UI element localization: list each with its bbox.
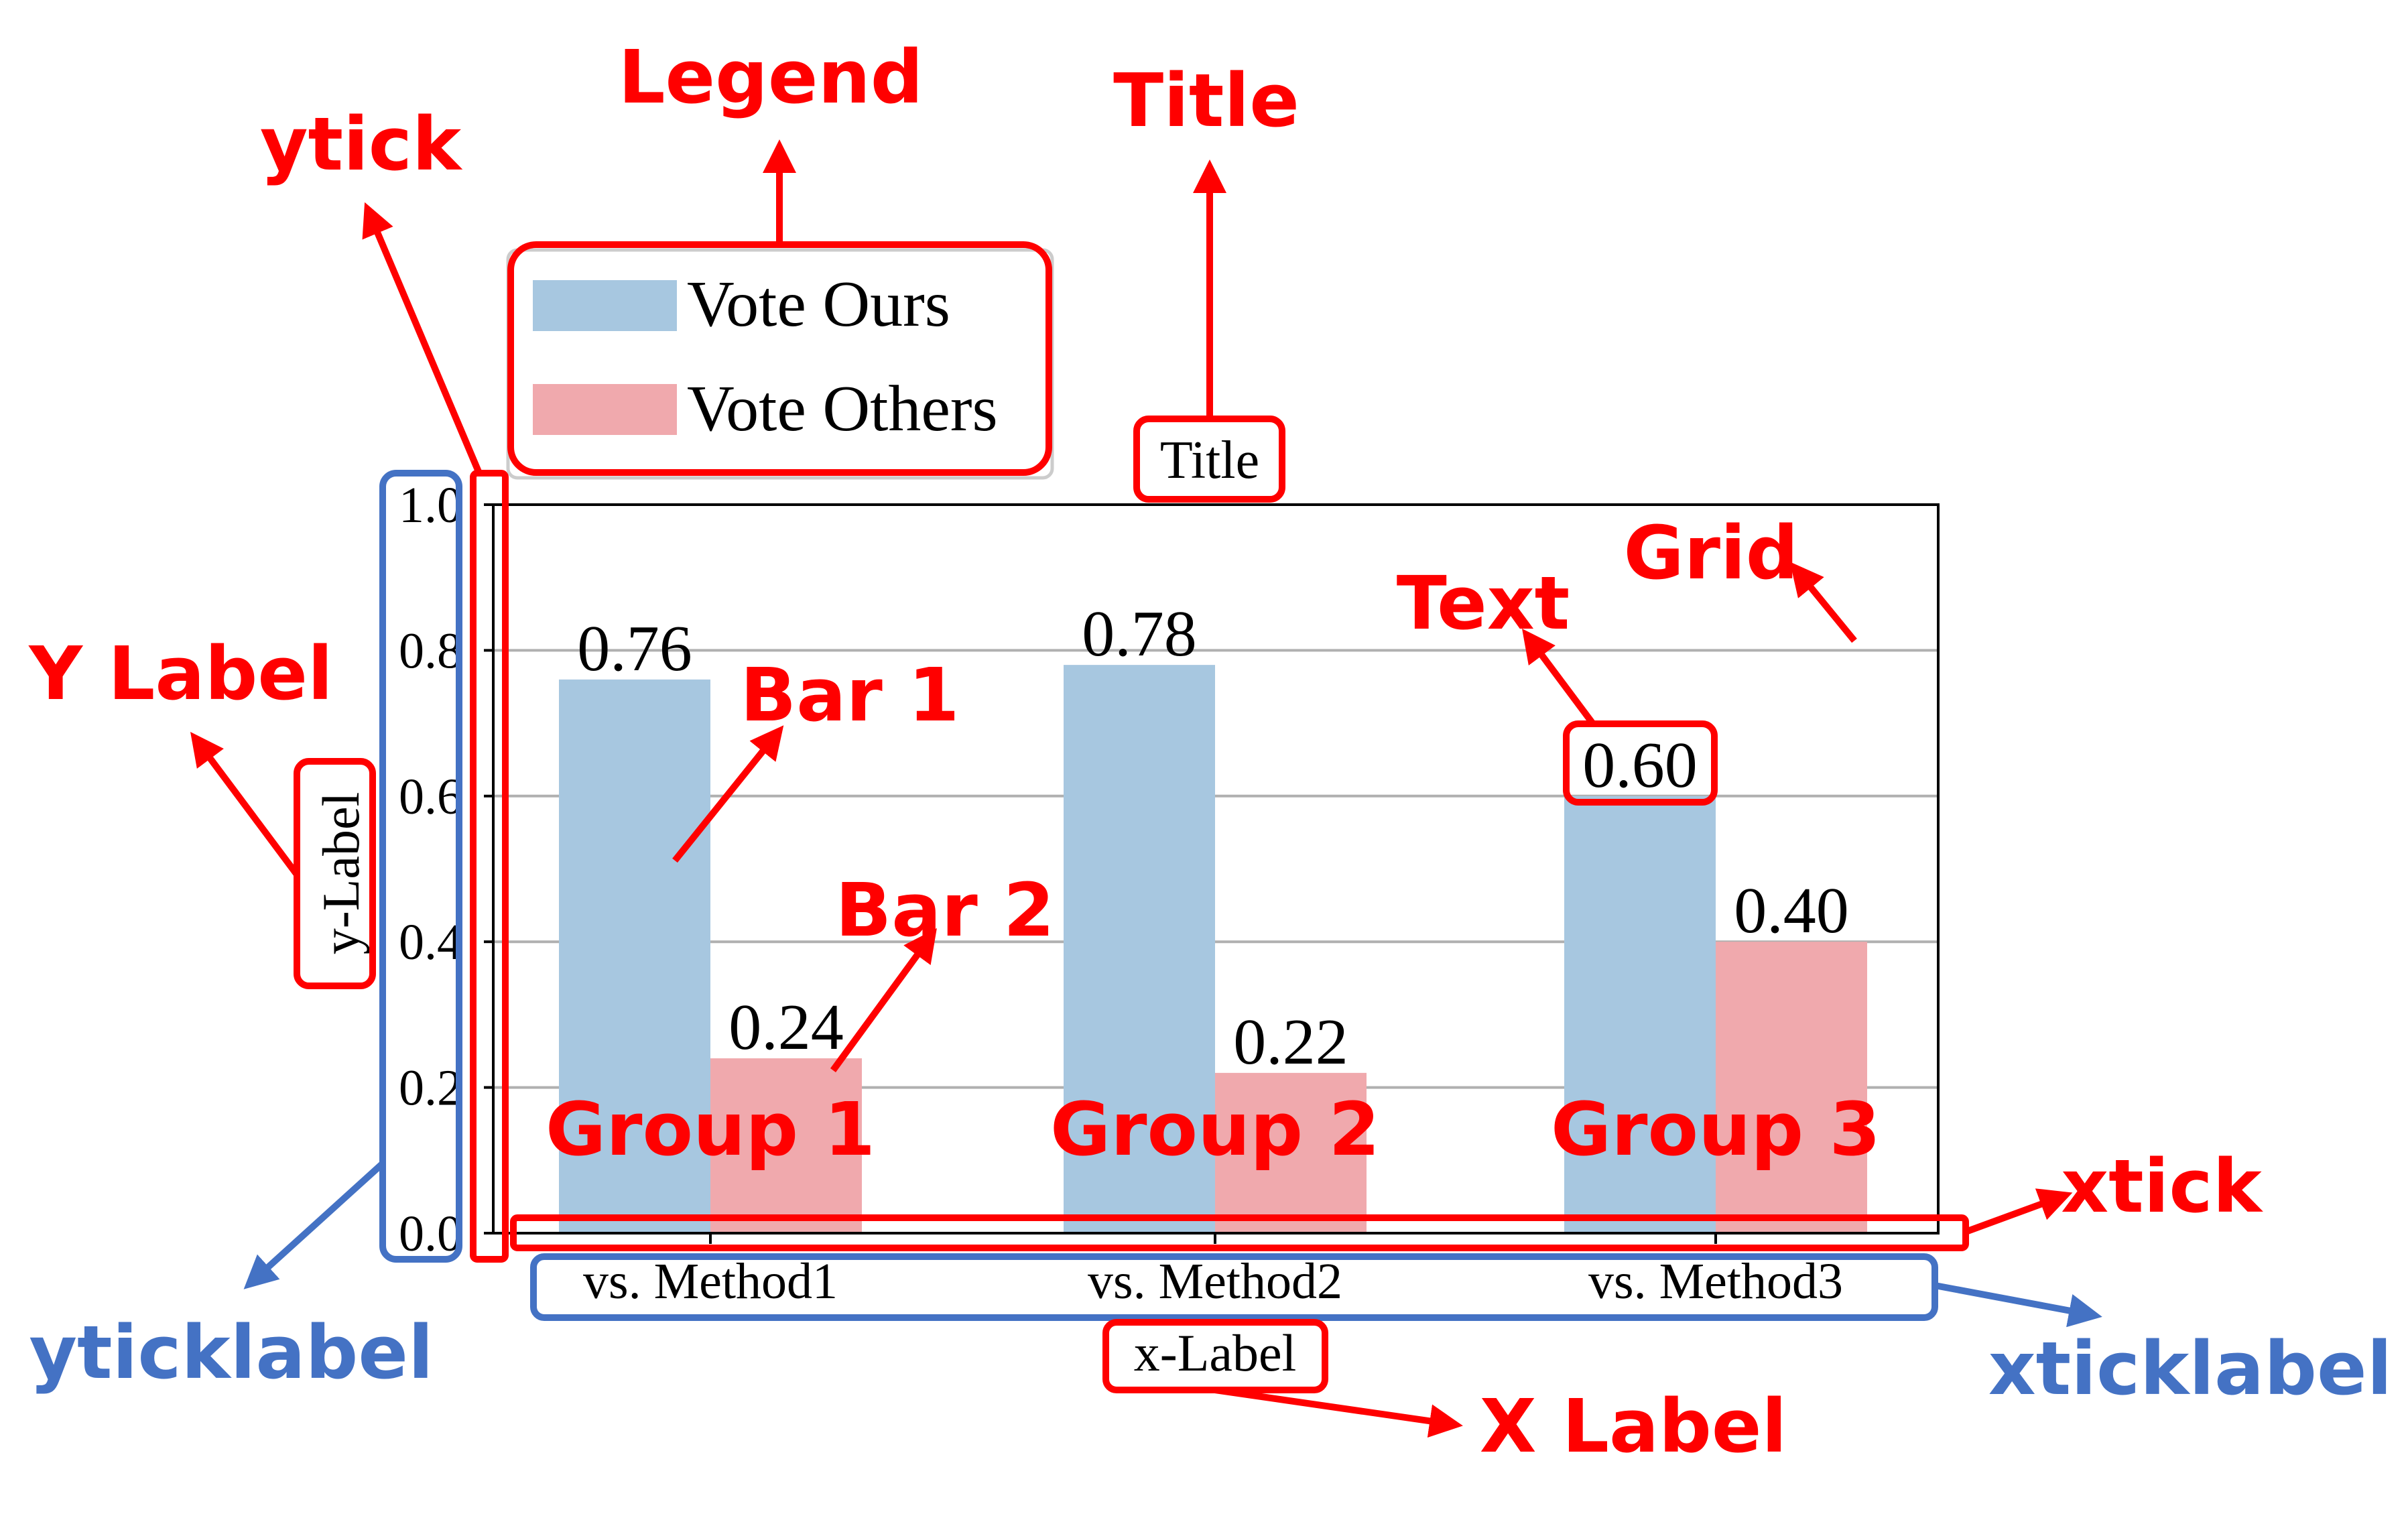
bar-value-label: 0.24 [728, 991, 844, 1064]
xtick-arrow [1964, 1188, 2073, 1235]
bar2-annotation: Bar 2 [835, 867, 1054, 953]
bar-value-label: 0.78 [1082, 598, 1197, 670]
chart-title: Title [1160, 431, 1259, 490]
legend-swatch-vote-ours [533, 280, 677, 331]
bar-vote-ours [1064, 665, 1215, 1233]
y-tick-label: 0.6 [399, 769, 462, 825]
y-tick-label: 1.0 [399, 477, 462, 533]
y-label-annotation: Y Label [27, 631, 332, 716]
bar-vote-others [1716, 942, 1867, 1233]
bars [559, 665, 1867, 1233]
text-highlight-box [1563, 720, 1718, 806]
annotation-arrows [190, 139, 2102, 1438]
legend-annotation: Legend [618, 34, 923, 120]
text-arrow [1522, 628, 1596, 726]
x-label-annotation: X Label [1480, 1383, 1787, 1469]
group2-annotation: Group 2 [1050, 1086, 1380, 1172]
bar-vote-others [1215, 1072, 1367, 1233]
bar-value-label: 0.76 [577, 613, 692, 685]
xticklabel-annotation: xticklabel [1988, 1326, 2393, 1411]
legend: Vote Ours Vote Others [506, 248, 1054, 480]
ylabel-arrow [190, 731, 300, 877]
y-tick-label: 0.8 [399, 623, 462, 679]
grid-arrow [1789, 562, 1857, 643]
y-tick-label: 0.4 [399, 914, 462, 970]
group1-annotation: Group 1 [546, 1086, 875, 1172]
yticklabel-annotation: yticklabel [29, 1310, 433, 1395]
bar-vote-others [710, 1058, 862, 1233]
legend-label-vote-ours: Vote Ours [687, 268, 950, 340]
bar-value-label: 0.60 [1582, 729, 1698, 802]
bar1-arrow [672, 725, 784, 863]
bar2-arrow [830, 928, 937, 1072]
xlabel-arrow [1214, 1387, 1463, 1438]
ytick-highlight-box [470, 470, 509, 1263]
xtick-highlight-box [510, 1214, 1969, 1251]
xtick-annotation: xtick [2061, 1143, 2263, 1229]
yticklabel-arrow [243, 1161, 385, 1289]
y-tick-label: 0.0 [399, 1206, 462, 1262]
y-tick-labels: 0.0 0.2 0.4 0.6 0.8 1.0 [399, 477, 462, 1262]
bar-vote-ours [1564, 796, 1716, 1233]
legend-label-vote-others: Vote Others [687, 373, 998, 445]
bar-value-label: 0.22 [1233, 1006, 1348, 1078]
bar-vote-ours [559, 679, 710, 1233]
text-annotation: Text [1397, 560, 1570, 646]
xticklabel-arrow [1934, 1282, 2102, 1328]
group3-annotation: Group 3 [1551, 1086, 1881, 1172]
bar-value-labels: 0.76 0.24 0.78 0.22 0.60 0.40 [577, 598, 1849, 1078]
ytick-annotation: ytick [260, 101, 463, 187]
grid-annotation: Grid [1624, 510, 1799, 596]
bar1-annotation: Bar 1 [740, 652, 959, 738]
y-tick-label: 0.2 [399, 1060, 462, 1117]
bar-value-label: 0.40 [1734, 875, 1849, 947]
yticklabel-highlight-box [379, 470, 462, 1263]
annotation-labels: Legend Title ytick Y Label Bar 1 Bar 2 T… [27, 34, 2392, 1469]
title-annotation: Title [1113, 58, 1300, 143]
y-axis-label: y-Label [312, 792, 370, 955]
ytick-arrow [362, 202, 483, 474]
x-tick-label: vs. Method3 [1588, 1253, 1843, 1310]
x-tick-label: vs. Method2 [1088, 1253, 1342, 1310]
tick-marks [484, 503, 1717, 1244]
x-axis-label: x-Label [1134, 1324, 1297, 1382]
legend-swatch-vote-others [533, 384, 677, 435]
x-tick-labels: vs. Method1 vs. Method2 vs. Method3 [583, 1253, 1843, 1310]
x-tick-label: vs. Method1 [583, 1253, 838, 1310]
